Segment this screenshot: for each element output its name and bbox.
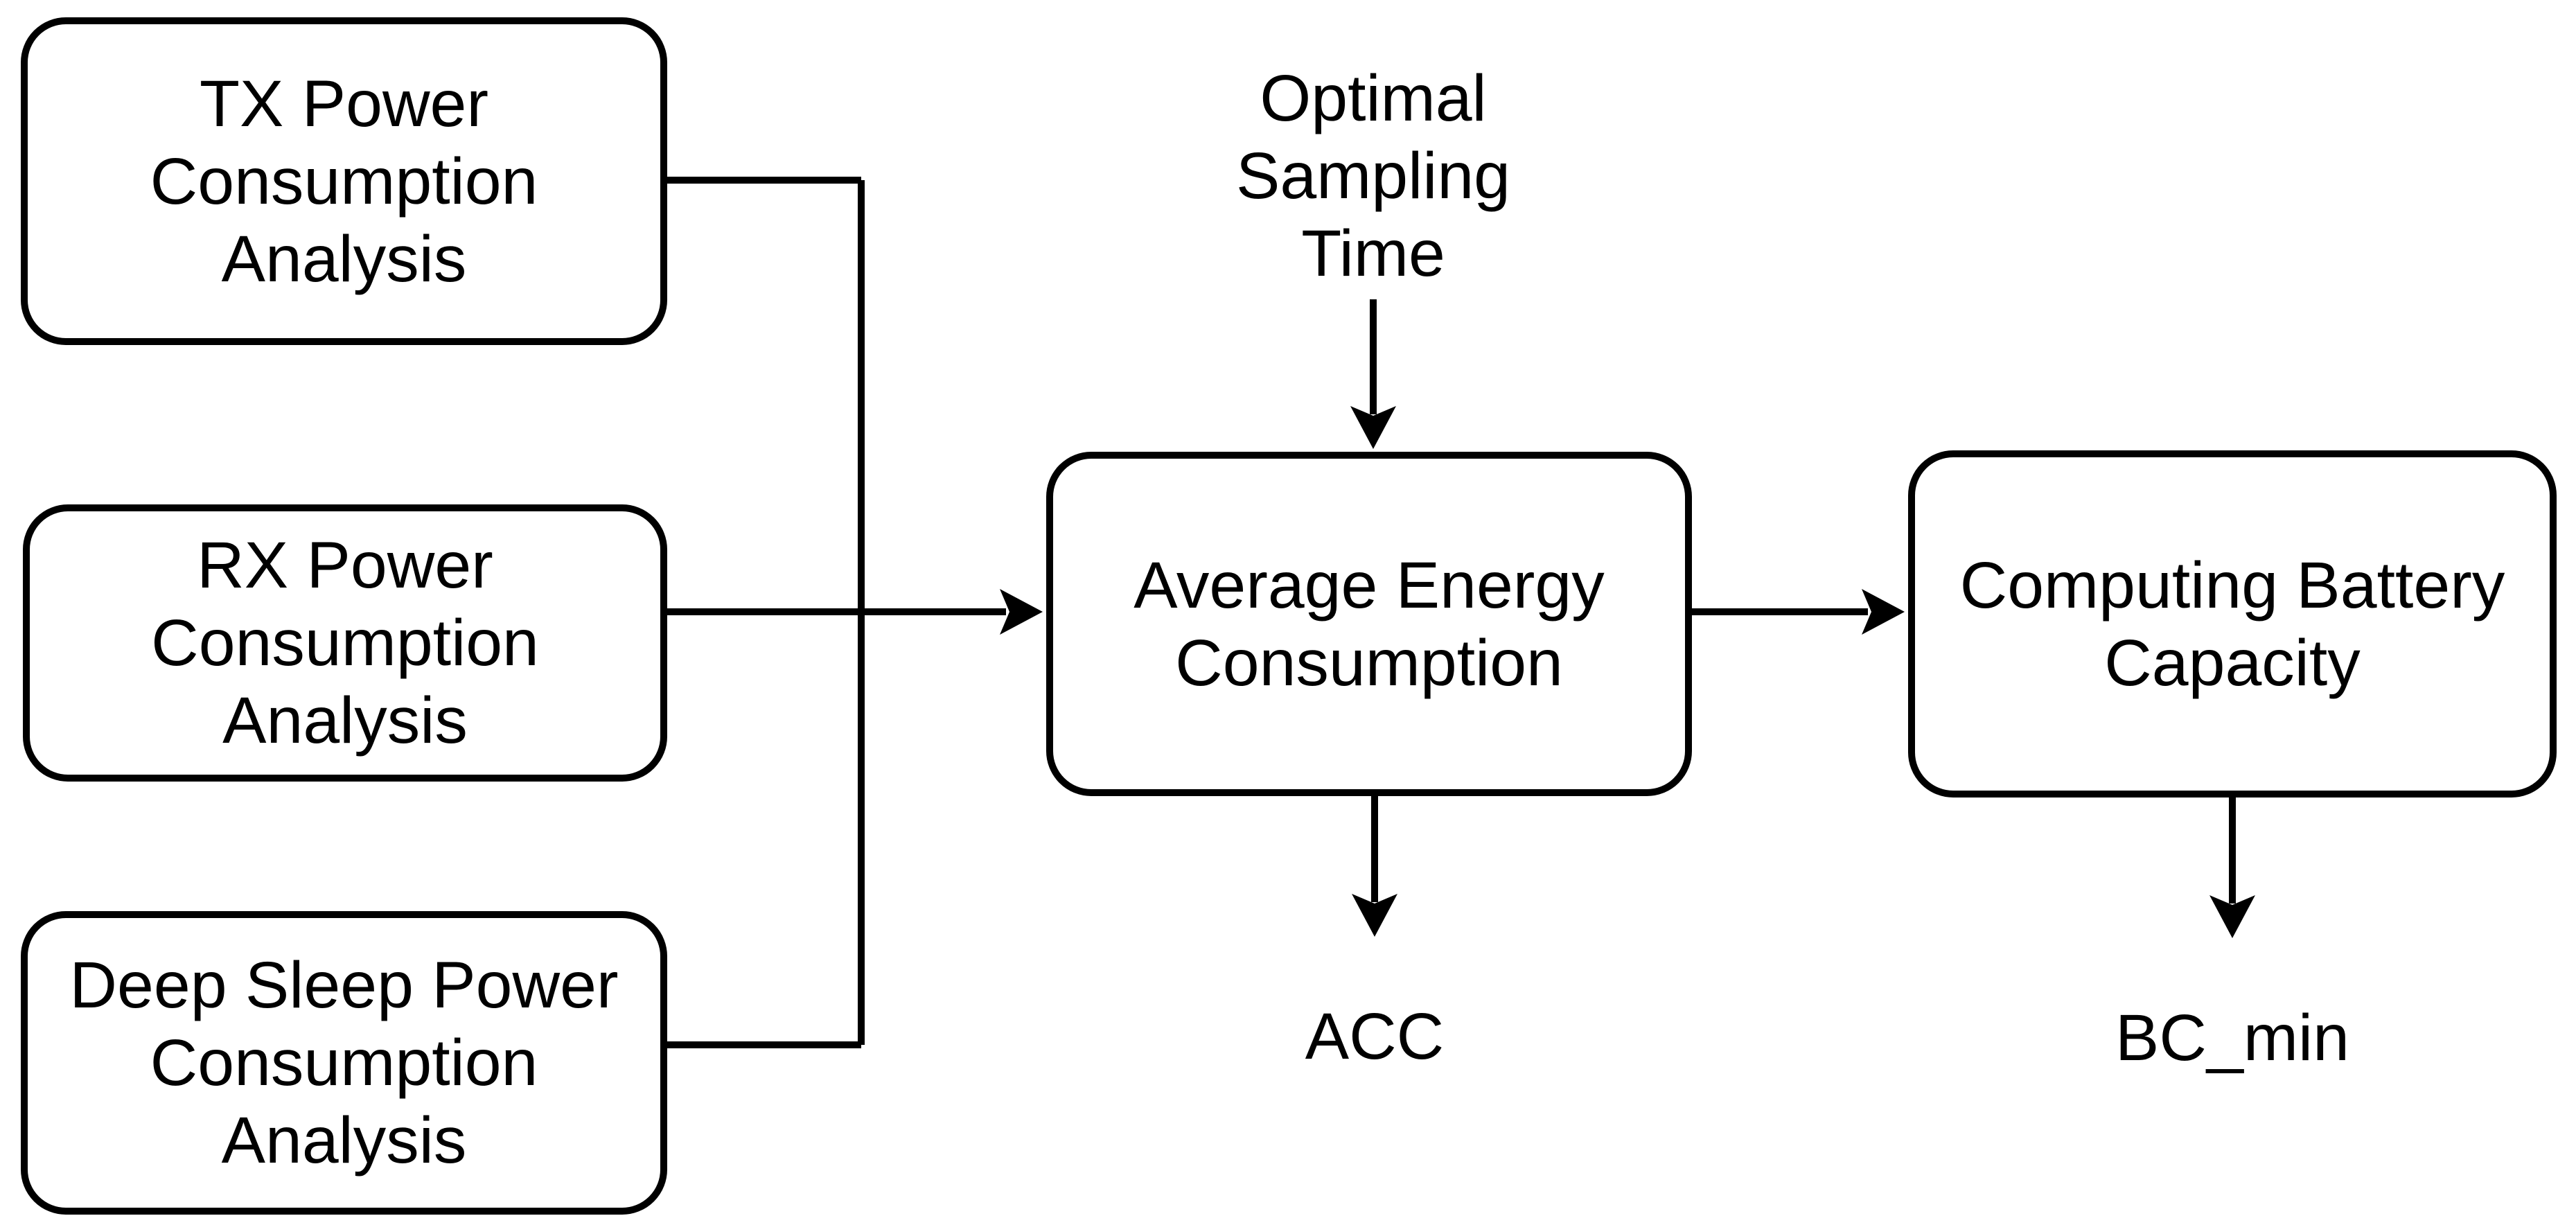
node-rx-label: RX Power Consumption Analysis [151, 529, 539, 757]
annotation-bc-min: BC_min [2094, 999, 2371, 1077]
arrowhead-acc [1352, 894, 1397, 937]
annotation-bc-min-text: BC_min [2115, 1001, 2349, 1075]
node-deep-sleep-power-consumption-analysis: Deep Sleep Power Consumption Analysis [21, 911, 667, 1215]
annotation-acc-text: ACC [1305, 1000, 1445, 1073]
node-computing-battery-label: Computing Battery Capacity [1959, 548, 2505, 700]
annotation-acc: ACC [1236, 998, 1513, 1075]
node-tx-power-consumption-analysis: TX Power Consumption Analysis [21, 17, 667, 345]
node-tx-label: TX Power Consumption Analysis [150, 67, 538, 296]
arrowhead-bc-min [2209, 895, 2255, 938]
node-computing-battery-capacity: Computing Battery Capacity [1908, 450, 2557, 797]
arrowhead-into-battery [1862, 589, 1905, 635]
node-deep-sleep-label: Deep Sleep Power Consumption Analysis [69, 949, 619, 1177]
annotation-optimal-sampling-time-text: Optimal Sampling Time [1235, 62, 1511, 290]
annotation-optimal-sampling-time: Optimal Sampling Time [1165, 60, 1581, 292]
arrowhead-into-avg-energy [1000, 589, 1043, 635]
node-average-energy-consumption: Average Energy Consumption [1046, 452, 1692, 796]
node-average-energy-label: Average Energy Consumption [1133, 548, 1605, 700]
node-rx-power-consumption-analysis: RX Power Consumption Analysis [23, 504, 667, 782]
arrowhead-optimal-sampling [1350, 406, 1396, 449]
